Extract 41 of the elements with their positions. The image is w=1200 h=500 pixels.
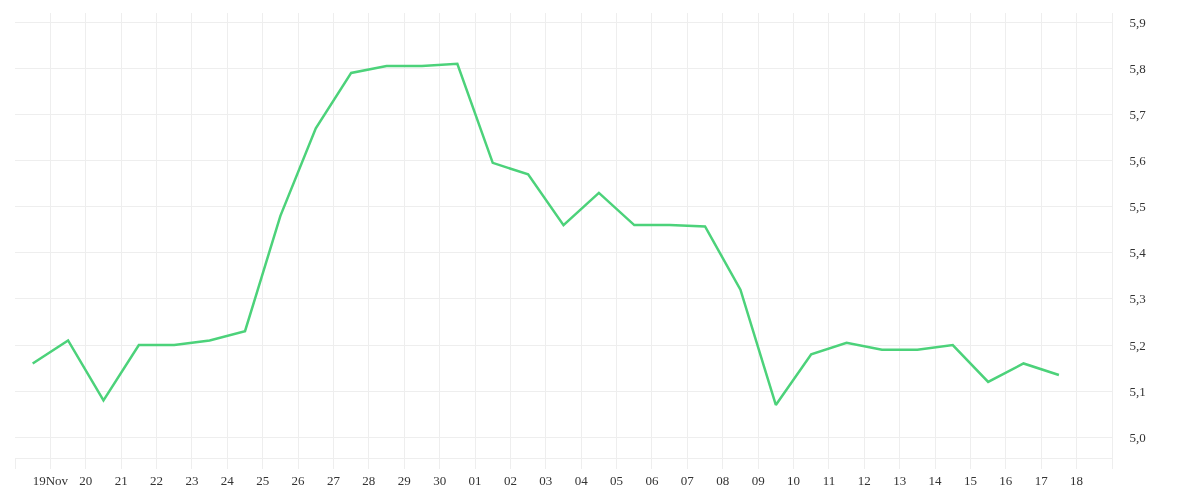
x-tick-label: 28 [362, 472, 376, 488]
x-tick-label: 21 [114, 472, 128, 488]
x-tick-label: 08 [716, 472, 730, 488]
x-tick-label: 18 [1070, 472, 1084, 488]
x-tick-label: 14 [928, 472, 943, 488]
y-tick-label: 5,1 [1129, 383, 1146, 399]
x-tick-label: 26 [291, 472, 306, 488]
y-tick-label: 5,5 [1129, 199, 1146, 215]
x-tick-label: 01 [468, 472, 482, 488]
x-tick-label: 09 [751, 472, 765, 488]
line-series [31, 62, 1061, 407]
x-tick-label: 02 [503, 472, 517, 488]
x-tick-label: 29 [397, 472, 411, 488]
x-tick-label: 06 [645, 472, 659, 488]
x-tick-label: 11 [822, 472, 836, 488]
x-tick-label: 07 [680, 472, 695, 488]
x-tick-label: 20 [79, 472, 93, 488]
x-tick-label: 17 [1034, 472, 1049, 488]
x-tick-label: 24 [220, 472, 235, 488]
x-tick-label: 27 [326, 472, 341, 488]
x-tick-label: 15 [963, 472, 977, 488]
x-tick-label: 25 [256, 472, 270, 488]
y-tick-label: 5,6 [1129, 153, 1147, 169]
y-tick-label: 5,9 [1129, 14, 1146, 30]
x-tick-label: 13 [893, 472, 907, 488]
y-tick-label: 5,4 [1129, 245, 1147, 261]
x-tick-label: 22 [150, 472, 164, 488]
x-tick-label: 23 [185, 472, 199, 488]
x-tick-label: 19Nov [32, 472, 69, 488]
y-tick-label: 5,2 [1129, 337, 1146, 353]
y-tick-label: 5,7 [1129, 107, 1147, 122]
x-tick-label: 04 [574, 472, 589, 488]
x-tick-label: 10 [787, 472, 801, 488]
x-tick-label: 05 [610, 472, 624, 488]
x-tick-label: 16 [999, 472, 1013, 488]
y-tick-label: 5,8 [1129, 60, 1146, 76]
y-tick-label: 5,0 [1129, 429, 1146, 445]
x-tick-label: 30 [433, 472, 447, 488]
y-tick-label: 5,3 [1129, 291, 1146, 307]
x-tick-label: 12 [857, 472, 871, 488]
x-tick-label: 03 [539, 472, 553, 488]
